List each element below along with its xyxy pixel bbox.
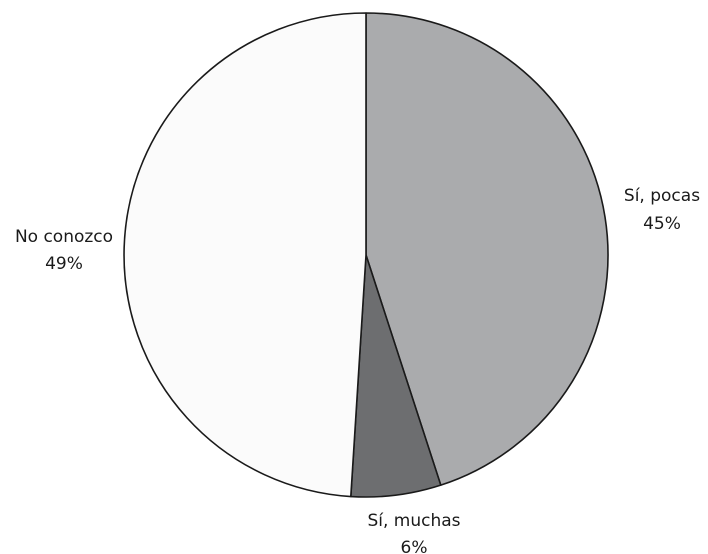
slice-value-label-1: 45% <box>643 214 681 234</box>
slice-value-label-3: 49% <box>45 254 83 274</box>
slice-value-label-2: 6% <box>401 538 428 554</box>
pie-labels: Sí, pocas 45% Sí, muchas 6% No conozco 49% <box>15 186 700 554</box>
slice-label-2: Sí, muchas <box>367 511 460 531</box>
slice-label-3: No conozco <box>15 227 113 247</box>
pie-slices <box>123 12 609 498</box>
slice-label-1: Sí, pocas <box>624 186 700 206</box>
pie-slice-3 <box>123 12 367 498</box>
pie-slice-1 <box>365 12 609 486</box>
